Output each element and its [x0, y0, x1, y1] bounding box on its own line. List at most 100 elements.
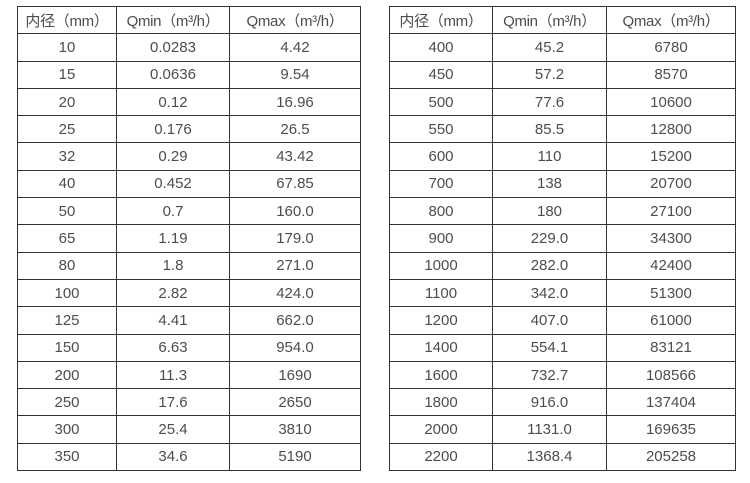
qmin-cell: 0.12 — [116, 87, 230, 117]
qmax-cell: 26.5 — [229, 115, 361, 144]
diameter-cell: 20 — [17, 87, 117, 117]
qmin-cell: 0.0283 — [116, 33, 230, 62]
qmax-cell: 15200 — [606, 142, 736, 171]
qmin-cell: 554.1 — [492, 333, 607, 362]
qmax-cell: 2650 — [229, 388, 361, 417]
table-row: 65 1.19 179.0 — [17, 224, 361, 253]
flow-spec-table-small-diameters: 内径（mm） Qmin（m³/h） Qmax（m³/h） 10 0.0283 4.4… — [17, 5, 361, 472]
table-row: 2200 1368.4 205258 — [389, 442, 736, 472]
qmin-cell: 0.29 — [116, 142, 230, 171]
table-row: 900 229.0 34300 — [389, 224, 736, 253]
qmin-cell: 34.6 — [116, 442, 230, 472]
qmax-cell: 51300 — [606, 278, 736, 308]
qmin-cell: 342.0 — [492, 278, 607, 308]
table-row: 800 180 27100 — [389, 197, 736, 226]
diameter-cell: 400 — [389, 33, 493, 62]
diameter-cell: 500 — [389, 87, 493, 117]
diameter-cell: 40 — [17, 169, 117, 199]
qmin-cell: 0.0636 — [116, 60, 230, 89]
qmax-cell: 34300 — [606, 224, 736, 253]
diameter-cell: 600 — [389, 142, 493, 171]
diameter-cell: 1100 — [389, 278, 493, 308]
diameter-cell: 550 — [389, 115, 493, 144]
diameter-cell: 450 — [389, 60, 493, 89]
header-row: 内径（mm） Qmin（m³/h） Qmax（m³/h） — [17, 5, 361, 35]
qmin-cell: 0.452 — [116, 169, 230, 199]
table-row: 2000 1131.0 169635 — [389, 415, 736, 444]
diameter-cell: 800 — [389, 197, 493, 226]
qmin-cell: 732.7 — [492, 360, 607, 390]
qmax-cell: 6780 — [606, 33, 736, 62]
table-row: 300 25.4 3810 — [17, 415, 361, 444]
diameter-cell: 250 — [17, 388, 117, 417]
qmin-cell: 916.0 — [492, 388, 607, 417]
qmax-cell: 10600 — [606, 87, 736, 117]
qmin-cell: 25.4 — [116, 415, 230, 444]
qmin-cell: 229.0 — [492, 224, 607, 253]
col-header-diameter: 内径（mm） — [389, 5, 493, 35]
diameter-cell: 100 — [17, 278, 117, 308]
diameter-cell: 25 — [17, 115, 117, 144]
table-row: 600 110 15200 — [389, 142, 736, 171]
qmax-cell: 1690 — [229, 360, 361, 390]
table-row: 250 17.6 2650 — [17, 388, 361, 417]
table-row: 500 77.6 10600 — [389, 87, 736, 117]
table-row: 450 57.2 8570 — [389, 60, 736, 89]
diameter-cell: 1200 — [389, 306, 493, 335]
qmax-cell: 67.85 — [229, 169, 361, 199]
qmin-cell: 110 — [492, 142, 607, 171]
table-row: 25 0.176 26.5 — [17, 115, 361, 144]
diameter-cell: 2200 — [389, 442, 493, 472]
diameter-cell: 1000 — [389, 251, 493, 280]
col-header-qmax: Qmax（m³/h） — [606, 5, 736, 35]
qmin-cell: 282.0 — [492, 251, 607, 280]
qmax-cell: 8570 — [606, 60, 736, 89]
qmin-cell: 1131.0 — [492, 415, 607, 444]
qmin-cell: 17.6 — [116, 388, 230, 417]
table-row: 100 2.82 424.0 — [17, 278, 361, 308]
table-row: 200 11.3 1690 — [17, 360, 361, 390]
qmax-cell: 61000 — [606, 306, 736, 335]
qmin-cell: 45.2 — [492, 33, 607, 62]
qmin-cell: 1.8 — [116, 251, 230, 280]
qmin-cell: 2.82 — [116, 278, 230, 308]
qmin-cell: 57.2 — [492, 60, 607, 89]
table-row: 550 85.5 12800 — [389, 115, 736, 144]
qmax-cell: 16.96 — [229, 87, 361, 117]
qmin-cell: 11.3 — [116, 360, 230, 390]
table-row: 150 6.63 954.0 — [17, 333, 361, 362]
table-row: 40 0.452 67.85 — [17, 169, 361, 199]
diameter-cell: 125 — [17, 306, 117, 335]
qmax-cell: 954.0 — [229, 333, 361, 362]
table-row: 400 45.2 6780 — [389, 33, 736, 62]
qmin-cell: 180 — [492, 197, 607, 226]
table-row: 1800 916.0 137404 — [389, 388, 736, 417]
qmax-cell: 43.42 — [229, 142, 361, 171]
qmax-cell: 12800 — [606, 115, 736, 144]
qmin-cell: 85.5 — [492, 115, 607, 144]
qmin-cell: 1368.4 — [492, 442, 607, 472]
table-row: 1600 732.7 108566 — [389, 360, 736, 390]
diameter-cell: 10 — [17, 33, 117, 62]
qmin-cell: 0.7 — [116, 197, 230, 226]
table-row: 1400 554.1 83121 — [389, 333, 736, 362]
qmin-cell: 1.19 — [116, 224, 230, 253]
diameter-cell: 1600 — [389, 360, 493, 390]
qmax-cell: 108566 — [606, 360, 736, 390]
table-row: 350 34.6 5190 — [17, 442, 361, 472]
qmax-cell: 3810 — [229, 415, 361, 444]
qmax-cell: 4.42 — [229, 33, 361, 62]
table-row: 1100 342.0 51300 — [389, 278, 736, 308]
table-row: 700 138 20700 — [389, 169, 736, 199]
qmin-cell: 4.41 — [116, 306, 230, 335]
table-row: 20 0.12 16.96 — [17, 87, 361, 117]
qmax-cell: 169635 — [606, 415, 736, 444]
qmax-cell: 424.0 — [229, 278, 361, 308]
diameter-cell: 350 — [17, 442, 117, 472]
flow-spec-table-large-diameters: 内径（mm） Qmin（m³/h） Qmax（m³/h） 400 45.2 6780… — [389, 5, 736, 472]
table-row: 1000 282.0 42400 — [389, 251, 736, 280]
diameter-cell: 50 — [17, 197, 117, 226]
diameter-cell: 200 — [17, 360, 117, 390]
diameter-cell: 15 — [17, 60, 117, 89]
header-row: 内径（mm） Qmin（m³/h） Qmax（m³/h） — [389, 5, 736, 35]
